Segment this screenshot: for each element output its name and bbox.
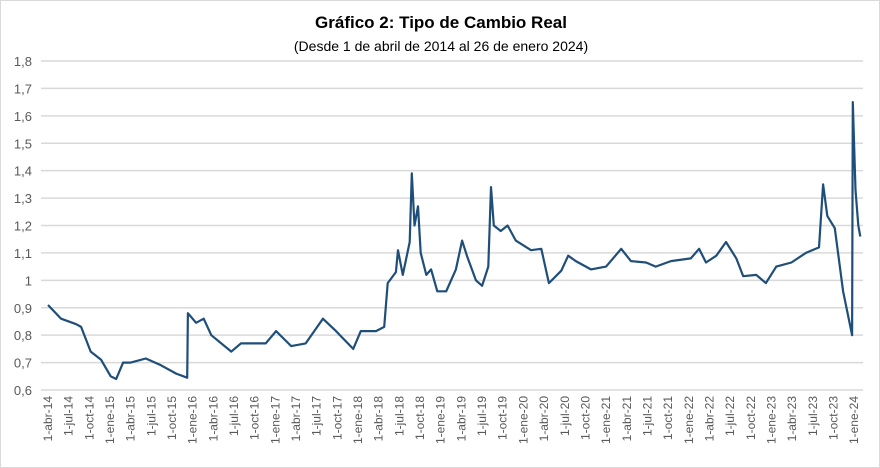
x-tick-label: 1-oct-22 bbox=[744, 396, 758, 440]
x-tick-label: 1-abr-19 bbox=[454, 396, 468, 442]
x-tick-label: 1-ene-18 bbox=[351, 396, 365, 444]
x-tick-label: 1-oct-16 bbox=[248, 396, 262, 440]
y-tick-label: 1,7 bbox=[14, 81, 32, 96]
x-tick-label: 1-oct-19 bbox=[496, 396, 510, 440]
y-tick-label: 0,9 bbox=[14, 301, 32, 316]
x-tick-label: 1-oct-18 bbox=[413, 396, 427, 440]
y-tick-label: 1 bbox=[25, 273, 32, 288]
x-tick-label: 1-abr-18 bbox=[372, 396, 386, 442]
x-tick-label: 1-ene-15 bbox=[103, 396, 117, 444]
x-tick-label: 1-ene-16 bbox=[186, 396, 200, 444]
x-tick-label: 1-jul-15 bbox=[144, 396, 158, 436]
x-tick-label: 1-ene-22 bbox=[682, 396, 696, 444]
x-tick-label: 1-jul-23 bbox=[806, 396, 820, 436]
x-tick-label: 1-ene-20 bbox=[516, 396, 530, 444]
x-tick-label: 1-ene-17 bbox=[268, 396, 282, 444]
x-tick-label: 1-oct-23 bbox=[826, 396, 840, 440]
y-tick-label: 1,6 bbox=[14, 109, 32, 124]
y-tick-label: 1,8 bbox=[14, 54, 32, 69]
x-tick-label: 1-jul-17 bbox=[310, 396, 324, 436]
x-tick-label: 1-oct-21 bbox=[661, 396, 675, 440]
y-tick-label: 1,1 bbox=[14, 246, 32, 261]
x-tick-label: 1-jul-21 bbox=[640, 396, 654, 436]
x-tick-label: 1-jul-14 bbox=[62, 396, 76, 436]
y-tick-label: 0,6 bbox=[14, 383, 32, 398]
x-tick-label: 1-ene-21 bbox=[599, 396, 613, 444]
x-tick-label: 1-jul-20 bbox=[558, 396, 572, 436]
x-tick-label: 1-abr-20 bbox=[537, 396, 551, 442]
x-tick-label: 1-oct-15 bbox=[165, 396, 179, 440]
x-tick-label: 1-jul-19 bbox=[475, 396, 489, 436]
x-tick-label: 1-oct-20 bbox=[578, 396, 592, 440]
x-tick-label: 1-abr-23 bbox=[785, 396, 799, 442]
x-tick-label: 1-abr-16 bbox=[206, 396, 220, 442]
x-tick-label: 1-abr-21 bbox=[620, 396, 634, 442]
y-tick-label: 0,7 bbox=[14, 356, 32, 371]
series-line bbox=[47, 101, 862, 381]
x-tick-label: 1-ene-23 bbox=[764, 396, 778, 444]
chart-subtitle: (Desde 1 de abril de 2014 al 26 de enero… bbox=[293, 38, 589, 54]
x-tick-label: 1-ene-19 bbox=[434, 396, 448, 444]
x-tick-label: 1-oct-14 bbox=[82, 396, 96, 440]
x-tick-label: 1-jul-22 bbox=[723, 396, 737, 436]
y-tick-label: 0,8 bbox=[14, 328, 32, 343]
x-tick-label: 1-ene-24 bbox=[847, 396, 861, 444]
x-tick-label: 1-abr-17 bbox=[289, 396, 303, 442]
x-tick-label: 1-abr-14 bbox=[41, 396, 55, 442]
x-tick-label: 1-abr-15 bbox=[124, 396, 138, 442]
x-tick-label: 1-jul-18 bbox=[392, 396, 406, 436]
y-tick-label: 1,4 bbox=[14, 164, 32, 179]
y-tick-label: 1,3 bbox=[14, 191, 32, 206]
y-tick-label: 1,5 bbox=[14, 136, 32, 151]
y-tick-label: 1,2 bbox=[14, 219, 32, 234]
x-tick-label: 1-oct-17 bbox=[330, 396, 344, 440]
chart-title: Gráfico 2: Tipo de Cambio Real bbox=[315, 13, 567, 32]
x-tick-label: 1-abr-22 bbox=[702, 396, 716, 442]
x-tick-label: 1-jul-16 bbox=[227, 396, 241, 436]
